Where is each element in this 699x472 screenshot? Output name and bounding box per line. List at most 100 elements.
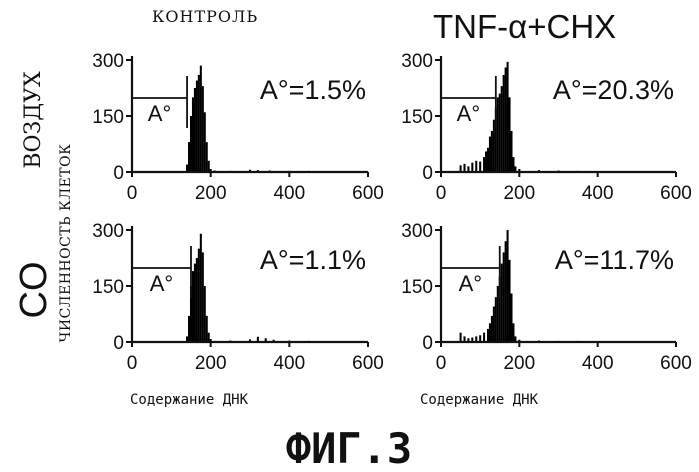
histogram-bar <box>491 131 493 172</box>
apoptosis-annotation: A°=20.3% <box>553 75 674 105</box>
histogram-bar <box>192 97 194 172</box>
histogram-bar <box>198 249 200 342</box>
histogram-bar <box>194 264 196 342</box>
histogram-panel-4: 0 150 300 0 200 400 600 A° A°=11.7% <box>401 221 692 374</box>
x-tick-label: 600 <box>352 183 384 204</box>
histogram-bar <box>208 161 210 172</box>
histogram-bar <box>196 258 198 342</box>
x-tick-label: 600 <box>660 183 692 204</box>
y-tick-label: 0 <box>422 333 433 354</box>
histogram-bar <box>192 271 194 342</box>
y-tick-label: 150 <box>401 277 433 298</box>
histogram-bar <box>188 316 190 342</box>
histogram-bar <box>487 329 489 342</box>
histogram-panel-3: 0 150 300 0 200 400 600 A° A°=1.1% <box>92 221 384 374</box>
x-tick-label: 200 <box>503 183 535 204</box>
histogram-bar <box>507 62 509 172</box>
histogram-bar <box>495 297 497 342</box>
histogram-bar <box>483 157 485 172</box>
y-tick-label: 150 <box>92 277 124 298</box>
histogram-bar <box>200 66 202 172</box>
x-tick-label: 400 <box>582 183 614 204</box>
histogram-bar <box>208 333 210 342</box>
histogram-bar <box>507 230 509 342</box>
histogram-bar <box>499 94 501 172</box>
row-label-air: ВОЗДУХ <box>21 71 46 169</box>
histogram-bar <box>463 164 465 172</box>
y-tick-label: 300 <box>92 221 124 242</box>
y-tick-label: 300 <box>92 51 124 72</box>
y-tick-label: 0 <box>113 333 124 354</box>
histogram-bar <box>497 97 499 172</box>
histogram-bar <box>512 323 514 342</box>
histogram-bar <box>487 148 489 172</box>
histogram-bar <box>493 307 495 342</box>
y-tick-label: 300 <box>401 221 433 242</box>
histogram-bar <box>204 112 206 172</box>
histogram-bar <box>460 333 462 342</box>
x-tick-label: 200 <box>503 353 535 374</box>
apoptosis-annotation: A°=1.5% <box>260 75 366 105</box>
y-tick-label: 0 <box>113 163 124 184</box>
histogram-bar <box>188 142 190 172</box>
histogram-bar <box>202 86 204 172</box>
histogram-panel-1: 0 150 300 0 200 400 600 A° A°=1.5% <box>92 51 384 204</box>
gate-label: A° <box>457 101 480 126</box>
histogram-bar <box>501 86 503 172</box>
x-tick-label: 400 <box>273 353 305 374</box>
x-tick-label: 600 <box>660 353 692 374</box>
histogram-bar <box>491 316 493 342</box>
histogram-bar <box>475 161 477 172</box>
histogram-bar <box>485 151 487 172</box>
x-tick-label: 0 <box>436 183 447 204</box>
x-tick-label: 0 <box>127 183 138 204</box>
histogram-bar <box>510 131 512 172</box>
x-tick-label: 200 <box>195 353 227 374</box>
histogram-bar <box>196 81 198 172</box>
y-tick-label: 0 <box>422 163 433 184</box>
histogram-panel-2: 0 150 300 0 200 400 600 A° A°=20.3% <box>401 51 692 204</box>
gate-label: A° <box>148 101 171 126</box>
histogram-bar <box>510 293 512 342</box>
x-axis-label-left: Содержание ДНК <box>130 392 249 408</box>
histogram-bar <box>186 165 188 172</box>
x-tick-label: 400 <box>582 353 614 374</box>
histogram-bar <box>204 286 206 342</box>
histogram-bar <box>503 75 505 172</box>
histogram-bar <box>190 116 192 172</box>
histogram-bar <box>489 323 491 342</box>
y-axis-label: ЧИСЛЕННОСТЬ КЛЕТОК <box>58 144 74 343</box>
histogram-bar <box>479 162 481 172</box>
histogram-bar <box>483 333 485 342</box>
histogram-bar <box>471 163 473 172</box>
histogram-bar <box>200 234 202 342</box>
histogram-bar <box>206 142 208 172</box>
apoptosis-annotation: A°=1.1% <box>260 245 366 275</box>
apoptosis-annotation: A°=11.7% <box>555 245 674 275</box>
histogram-bar <box>497 286 499 342</box>
x-tick-label: 600 <box>352 353 384 374</box>
figure-caption: ФИГ.3 <box>286 424 412 472</box>
histogram-bar <box>493 120 495 172</box>
x-tick-label: 0 <box>127 353 138 374</box>
x-tick-label: 0 <box>436 353 447 374</box>
histogram-bar <box>501 264 503 342</box>
histogram-bar <box>198 75 200 172</box>
histogram-bar <box>206 316 208 342</box>
gate-label: A° <box>150 271 173 296</box>
histogram-panels: 01503000200400600A°A°=1.5%01503000200400… <box>92 51 692 374</box>
y-tick-label: 300 <box>401 51 433 72</box>
histogram-bar <box>509 97 511 172</box>
x-tick-label: 400 <box>273 183 305 204</box>
histogram-bar <box>489 137 491 172</box>
y-tick-label: 150 <box>92 107 124 128</box>
row-label-co: CO <box>13 262 55 319</box>
x-tick-label: 200 <box>195 183 227 204</box>
column-label-control: КОНТРОЛЬ <box>152 7 258 26</box>
histogram-bar <box>512 157 514 172</box>
x-axis-label-right: Содержание ДНК <box>420 392 539 408</box>
gate-label: A° <box>459 271 482 296</box>
column-label-treatment: TNF-α+CHX <box>433 8 616 45</box>
y-tick-label: 150 <box>401 107 433 128</box>
histogram-bar <box>202 252 204 342</box>
